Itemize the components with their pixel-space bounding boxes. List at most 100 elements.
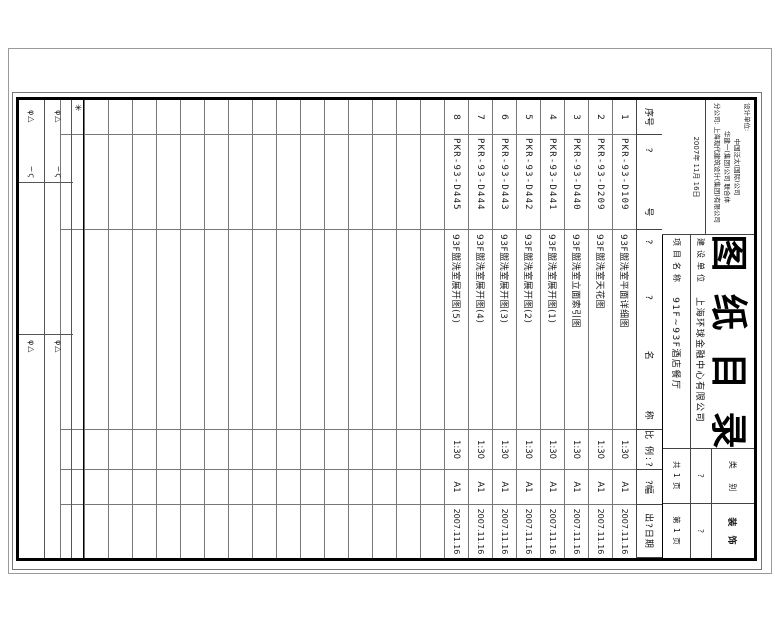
cell-date (157, 505, 180, 558)
cell-date: 2007.11.16 (572, 508, 581, 555)
cell-scale (325, 430, 348, 470)
cell-drawing-name (325, 230, 348, 430)
cell-drawing-name: 93F盥洗室展开图(5) (445, 230, 468, 430)
table-row: 5 PKR-93-D442 93F盥洗室展开图(2) 1:30 A1 2007.11.16 (516, 100, 540, 558)
cell-drawing-no: PKR-93-D441 (541, 135, 564, 230)
cell-scale: 1:30 (589, 430, 612, 470)
table-header-row: 序号 ? 号 ? ? 名 称 比 例:? ?幅 出?日期 (636, 100, 662, 558)
star-mark-icon: ✳ (72, 104, 83, 112)
cell-serial: 1 (613, 100, 636, 135)
cell-serial (397, 100, 420, 135)
cell-drawing-no: PKR-93-D442 (517, 135, 540, 230)
cell-drawing-name: 93F盥洗室立面索引图 (565, 230, 588, 430)
cell-serial (253, 100, 276, 135)
cell-drawing-no (421, 135, 444, 230)
cell-size (373, 470, 396, 505)
header-date: 出?日期 (637, 505, 662, 558)
cell-drawing-no: PKR-93-D444 (469, 135, 492, 230)
pages-total-cell: 共 1 页 (663, 447, 690, 503)
cell-drawing-name (397, 230, 420, 430)
cell-serial: 4 (541, 100, 564, 135)
table-body: 1 PKR-93-D109 93F盥洗室平面详细图 1:30 A1 2007.11.16 2… (60, 100, 636, 558)
cell-date: 2007.11.16 (500, 508, 509, 555)
cell-size (421, 470, 444, 505)
table-row-empty (252, 100, 276, 558)
cell-drawing-name: 93F盥洗室天花图 (589, 230, 612, 430)
table-row-empty (396, 100, 420, 558)
table-row: 2 PKR-93-D209 93F盥洗室天花图 1:30 A1 2007.11.16 (588, 100, 612, 558)
table-row-empty (420, 100, 444, 558)
table-row-empty (228, 100, 252, 558)
cell-size (277, 470, 300, 505)
table-row-empty (372, 100, 396, 558)
cell-size (133, 470, 156, 505)
cell-drawing-no: PKR-93-D445 (445, 135, 468, 230)
cell-scale (229, 430, 252, 470)
inner-margin-border (12, 92, 762, 570)
cell-drawing-no (349, 135, 372, 230)
cell-scale (349, 430, 372, 470)
cell-drawing-no (301, 135, 324, 230)
cell-drawing-no (157, 135, 180, 230)
cell-size (253, 470, 276, 505)
paper-edge-border (8, 48, 772, 574)
cell-scale: 1:30 (493, 430, 516, 470)
fold-segment: φ△ (45, 335, 73, 558)
cell-serial: 8 (445, 100, 468, 135)
table-row: 4 PKR-93-D441 93F盥洗室展开图(1) 1:30 A1 2007.11.16 (540, 100, 564, 558)
cell-scale (85, 430, 108, 470)
table-row-empty (276, 100, 300, 558)
bottom-strip-2: φ△ ∽ϛ φ△ (44, 100, 73, 558)
cell-drawing-name: 93F盥洗室展开图(1) (541, 230, 564, 430)
cell-serial (205, 100, 228, 135)
cell-date (181, 505, 204, 558)
cell-drawing-name: 93F盥洗室展开图(2) (517, 230, 540, 430)
cell-scale: 1:30 (613, 430, 636, 470)
cell-scale: 1:30 (541, 430, 564, 470)
cell-serial (349, 100, 372, 135)
rotated-sheet-wrapper: 设计单位: 中国泛太(国际)公司 华建一(集团)公司 联合体 分公司: 上海现代… (16, 97, 757, 561)
cell-size: A1 (613, 470, 636, 505)
bottom-strip-3: φ△ ∽ϛ φ△ (19, 100, 45, 558)
table-row: 8 PKR-93-D445 93F盥洗室展开图(5) 1:30 A1 2007.11.16 (444, 100, 468, 558)
category-value-cell: 装 饰 (711, 503, 754, 558)
cell-serial (157, 100, 180, 135)
cell-scale (397, 430, 420, 470)
table-row: 3 PKR-93-D440 93F盥洗室立面索引图 1:30 A1 2007.11.16 (564, 100, 588, 558)
cell-date: 2007.11.16 (524, 508, 533, 555)
cell-drawing-name (205, 230, 228, 430)
cell-serial (373, 100, 396, 135)
cell-drawing-name: 93F盥洗室平面详细图 (613, 230, 636, 430)
cell-date (277, 505, 300, 558)
cell-date: 2007.11.16 (596, 508, 605, 555)
cell-drawing-no (253, 135, 276, 230)
cell-size: A1 (493, 470, 516, 505)
stamp-cell-2: ? (691, 502, 711, 559)
cell-drawing-name (373, 230, 396, 430)
cell-serial (109, 100, 132, 135)
cell-drawing-name: 93F盥洗室展开图(4) (469, 230, 492, 430)
cell-serial (325, 100, 348, 135)
cell-scale: 1:30 (445, 430, 468, 470)
cell-serial (421, 100, 444, 135)
header-scale: 比 例:? (637, 430, 662, 470)
header-serial: 序号 (637, 100, 662, 135)
cell-size (349, 470, 372, 505)
cell-drawing-name (301, 230, 324, 430)
cell-date: 2007.11.16 (452, 508, 461, 555)
cell-serial: 6 (493, 100, 516, 135)
cell-serial: 3 (565, 100, 588, 135)
cell-serial (229, 100, 252, 135)
cell-drawing-name (421, 230, 444, 430)
cell-size: A1 (565, 470, 588, 505)
table-row-empty (156, 100, 180, 558)
fold-segment: φ△ ∽ϛ (45, 100, 73, 183)
cell-drawing-no (229, 135, 252, 230)
cell-serial: 5 (517, 100, 540, 135)
sheet-content: 设计单位: 中国泛太(国际)公司 华建一(集团)公司 联合体 分公司: 上海现代… (19, 100, 754, 559)
cell-drawing-no (109, 135, 132, 230)
table-row: 7 PKR-93-D444 93F盥洗室展开图(4) 1:30 A1 2007.11.16 (468, 100, 492, 558)
cell-serial (85, 100, 108, 135)
cell-scale (253, 430, 276, 470)
